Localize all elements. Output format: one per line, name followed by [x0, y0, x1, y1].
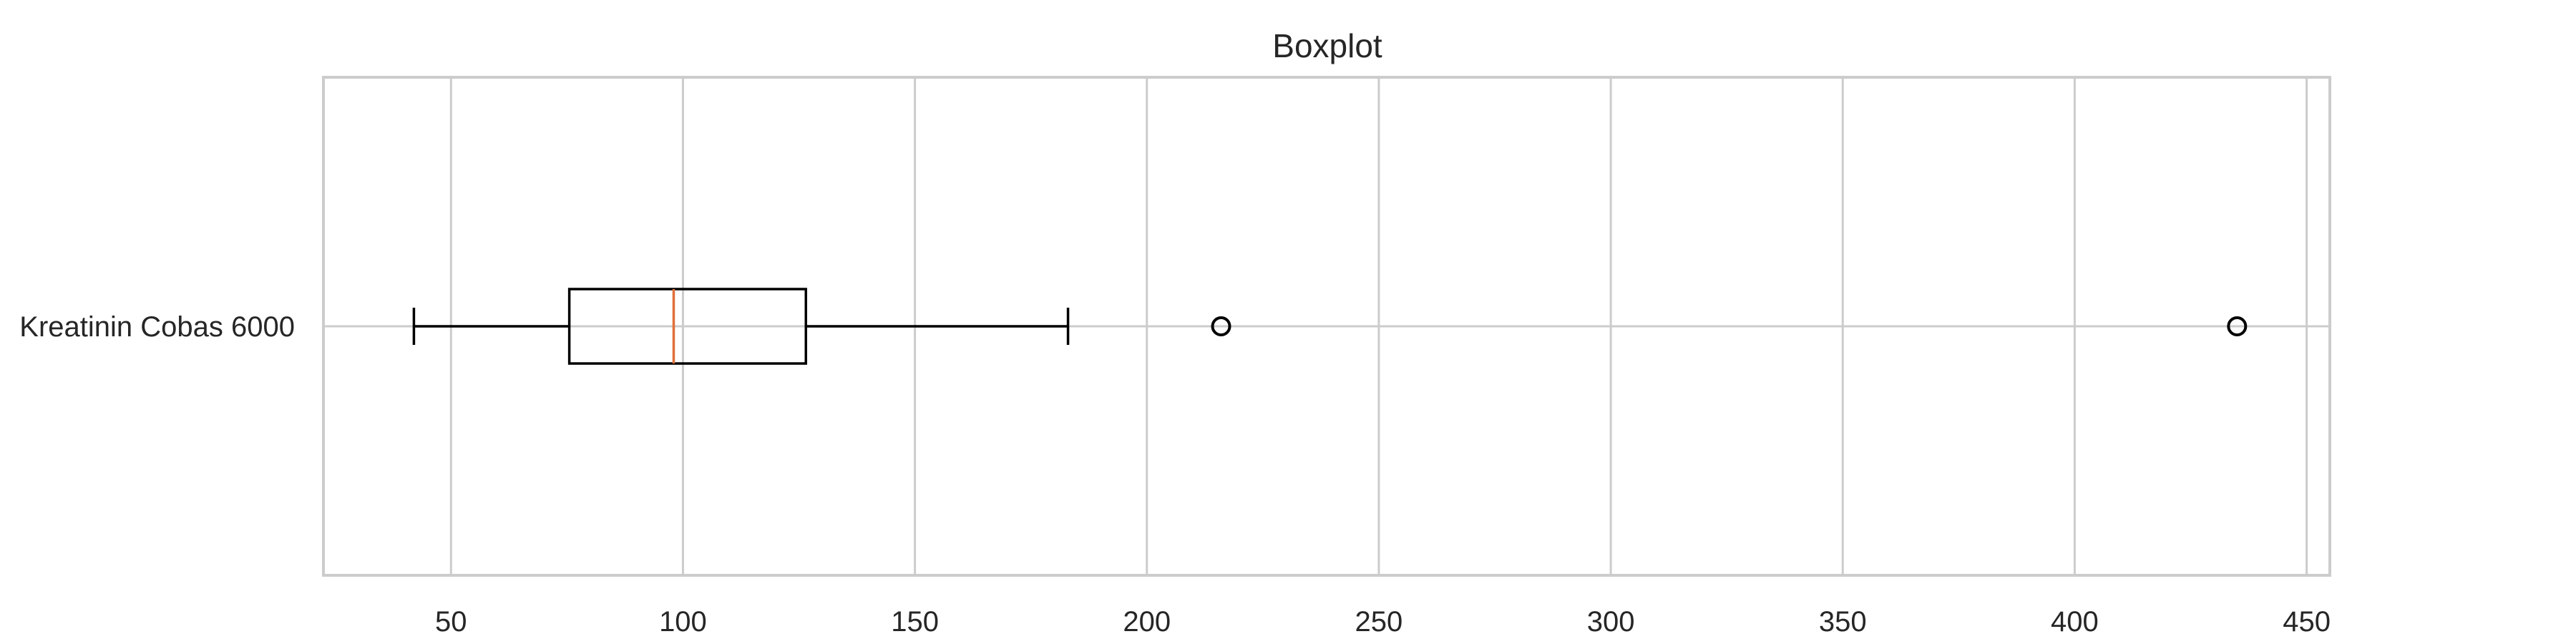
x-tick-label-300: 300 — [1587, 606, 1635, 638]
iqr-box — [567, 288, 808, 365]
grid-layer — [323, 77, 2330, 575]
x-axis-ticks: 50 100 150 200 250 300 350 400 450 — [435, 606, 2331, 638]
plot-frame — [322, 76, 2331, 577]
x-tick-label-350: 350 — [1819, 606, 1867, 638]
boxplot-series: Kreatinin Cobas 6000 — [19, 288, 2248, 365]
chart-title: Boxplot — [1272, 27, 1382, 64]
x-tick-label-50: 50 — [435, 606, 467, 638]
x-tick-label-200: 200 — [1123, 606, 1171, 638]
outlier-point-1 — [2227, 316, 2248, 336]
outlier-point-0 — [1211, 316, 1231, 336]
x-tick-label-150: 150 — [891, 606, 939, 638]
category-label: Kreatinin Cobas 6000 — [19, 311, 295, 343]
x-tick-label-100: 100 — [659, 606, 707, 638]
x-tick-label-250: 250 — [1355, 606, 1403, 638]
x-tick-label-450: 450 — [2283, 606, 2331, 638]
x-tick-label-400: 400 — [2051, 606, 2099, 638]
